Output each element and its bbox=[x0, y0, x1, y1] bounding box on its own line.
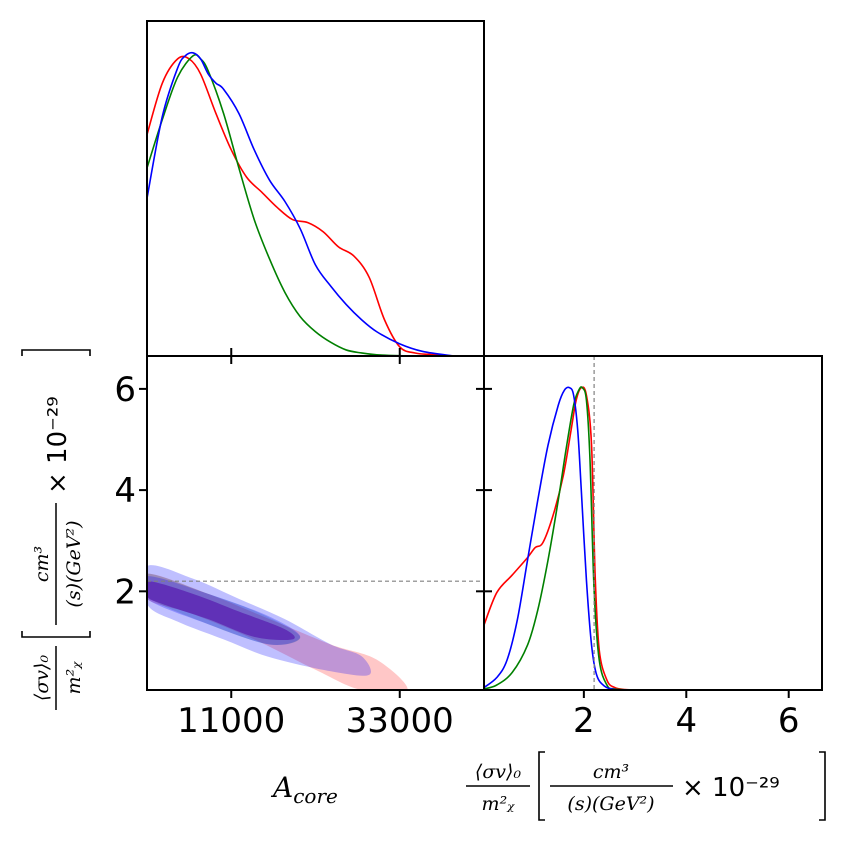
sigma-v-x-tick-label: 4 bbox=[675, 701, 697, 741]
joint-contours bbox=[147, 565, 408, 690]
sigma-v-x-label-scale: × 10⁻²⁹ bbox=[682, 773, 780, 803]
sigma-v-marginal-panel bbox=[483, 355, 823, 698]
a-core-marginal-red-line bbox=[146, 55, 454, 357]
a-core-marginal-blue-line bbox=[146, 51, 454, 357]
sigma-v-x-label-unit-bottom: (s)(GeV²) bbox=[567, 793, 654, 815]
a-core-tick-label: 33000 bbox=[346, 701, 454, 741]
y-tick-labels: 2 4 6 bbox=[114, 370, 136, 612]
sigma-v-y-label-numerator: ⟨σv⟩₀ bbox=[31, 655, 53, 702]
a-core-marginal-green-line bbox=[146, 53, 423, 357]
sigma-v-marginal-curves bbox=[484, 386, 646, 690]
sigma-v-x-label-unit-top: cm³ bbox=[593, 761, 629, 783]
y-tick-label: 4 bbox=[114, 471, 136, 511]
sigma-v-marginal-green-line bbox=[484, 386, 636, 690]
a-core-marginal-panel bbox=[146, 20, 485, 357]
a-core-tick-label: 11000 bbox=[177, 701, 285, 741]
sigma-v-x-label-denominator: m²ᵪ bbox=[482, 793, 516, 815]
sigma-v-y-label-unit-top: cm³ bbox=[31, 546, 53, 582]
sigma-v-y-label-unit-bottom: (s)(GeV²) bbox=[63, 520, 85, 607]
a-core-axis-label: Acore bbox=[270, 771, 338, 808]
sigma-v-marginal-red-line bbox=[484, 386, 646, 690]
sigma-v-y-label-denominator: m²ᵪ bbox=[63, 661, 85, 695]
sigma-v-x-tick-labels: 2 4 6 bbox=[573, 701, 799, 741]
y-tick-label: 2 bbox=[114, 572, 136, 612]
joint-contour-purple-core bbox=[147, 581, 295, 641]
sigma-v-y-label-scale: × 10⁻²⁹ bbox=[43, 396, 73, 494]
sigma-v-marginal-frame bbox=[483, 355, 823, 691]
sigma-v-x-axis-label: ⟨σv⟩₀ m²ᵪ cm³ (s)(GeV²) × 10⁻²⁹ bbox=[466, 751, 826, 821]
a-core-marginal-frame bbox=[146, 20, 485, 357]
y-tick-label: 6 bbox=[114, 370, 136, 410]
sigma-v-x-tick-label: 6 bbox=[778, 701, 800, 741]
sigma-v-marginal-blue-line bbox=[484, 386, 636, 690]
sigma-v-marginal-ticks bbox=[582, 690, 790, 698]
joint-posterior-panel bbox=[139, 348, 492, 698]
a-core-tick-labels: 11000 33000 bbox=[177, 701, 454, 741]
sigma-v-y-axis-label: ⟨σv⟩₀ m²ᵪ cm³ (s)(GeV²) × 10⁻²⁹ bbox=[21, 349, 91, 710]
sigma-v-x-tick-label: 2 bbox=[573, 701, 595, 741]
a-core-marginal-curves bbox=[146, 51, 454, 357]
sigma-v-x-label-numerator: ⟨σv⟩₀ bbox=[475, 761, 522, 783]
